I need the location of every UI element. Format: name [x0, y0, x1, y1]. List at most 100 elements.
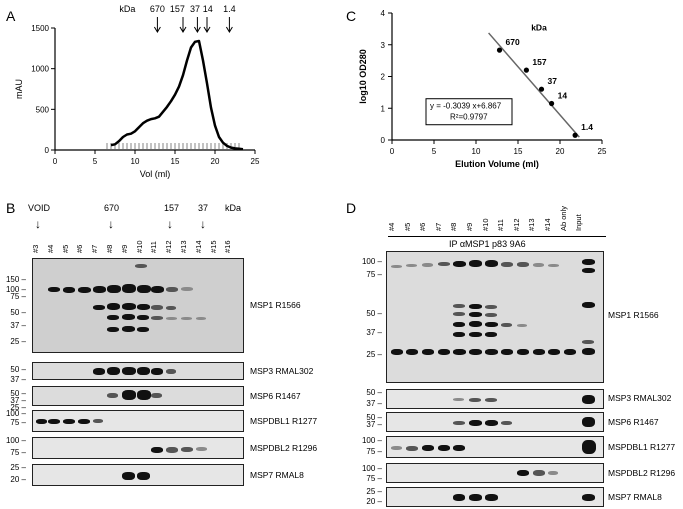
point-label: 157: [532, 57, 546, 67]
marker-arrow-37: ↓: [200, 217, 206, 231]
x-tick-label-c: 25: [598, 147, 607, 156]
ip-underline: [388, 236, 606, 237]
mw-marker: 75 –: [366, 447, 382, 456]
marker-label-670: 670: [104, 203, 120, 213]
blot-label-b-mspdbl2: MSPDBL2 R1296: [250, 443, 318, 453]
mw-marker: 50 –: [366, 309, 382, 318]
data-point: [538, 86, 545, 92]
blot-b-mspdbl2: [32, 437, 244, 459]
point-label: 670: [506, 37, 520, 47]
lane-label: #10: [134, 240, 144, 253]
chromatogram-chart: 0 5 10 15 20 25 0 500 1000 1500 Vol (ml) mAU kDa 670 1…: [14, 4, 260, 179]
mw-marker: 50 –: [10, 389, 26, 398]
mw-marker: 100 –: [361, 436, 382, 445]
lane-label: #15: [208, 240, 218, 253]
blot-label-b-msp3: MSP3 RMAL302: [250, 366, 314, 376]
lane-label: Ab only: [558, 205, 568, 231]
mw-marker: 37 –: [366, 399, 382, 408]
blot-d-msp7: [386, 487, 604, 507]
blot-d-mspdbl1: [386, 436, 604, 458]
mw-marker: 100 –: [5, 436, 26, 445]
equation-line-1: y = -0.3039 x+6.867: [430, 102, 502, 111]
mw-marker: 50 –: [10, 365, 26, 374]
mw-marker: 75 –: [10, 418, 26, 427]
kda-header-c: kDa: [531, 22, 547, 32]
y-tick-label-a: 1500: [31, 24, 49, 33]
point-label: 37: [548, 76, 558, 86]
y-tick-label-c: 2: [381, 73, 386, 82]
blot-d-msp3: [386, 389, 604, 409]
point-label: 14: [558, 90, 568, 100]
lane-label: #7: [90, 244, 100, 253]
blot-d-mspdbl2: [386, 463, 604, 483]
blot-b-msp7: [32, 464, 244, 486]
panel-letter-b: B: [6, 200, 16, 216]
lane-label: #9: [119, 244, 129, 253]
lane-label: #8: [105, 244, 114, 253]
x-axis-title-a: Vol (ml): [140, 169, 171, 179]
chromatogram-line: [110, 39, 244, 151]
kda-label-b: kDa: [225, 203, 242, 213]
lane-label: #11: [149, 241, 159, 253]
x-tick-label-c: 20: [556, 147, 565, 156]
mw-marker: 75 –: [10, 292, 26, 301]
equation-line-2: R²=0.9797: [450, 113, 488, 122]
x-tick-label-a: 20: [211, 157, 220, 166]
y-tick-label-a: 0: [45, 146, 50, 155]
lane-label: #5: [60, 244, 70, 253]
mw-marker: 150 –: [5, 275, 26, 284]
lane-label: #10: [480, 218, 490, 231]
blot-b-msp1: [32, 258, 244, 353]
mw-marker: 37 –: [10, 396, 26, 405]
lane-label: #4: [387, 222, 396, 231]
marker-label-a: 1.4: [223, 4, 236, 14]
lane-label: #14: [543, 218, 552, 231]
void-arrow: ↓: [35, 217, 41, 231]
lane-label: #6: [75, 244, 85, 253]
blot-label-b-msp1: MSP1 R1566: [250, 300, 301, 310]
blot-label-d-msp6: MSP6 R1467: [608, 417, 659, 427]
blot-label-d-msp7: MSP7 RMAL8: [608, 492, 662, 502]
marker-label-a: 37: [190, 4, 200, 14]
mw-marker: 50 –: [366, 413, 382, 422]
y-tick-label-c: 3: [381, 41, 386, 50]
lane-label: #3: [31, 244, 40, 253]
blot-label-d-msp3: MSP3 RMAL302: [608, 393, 672, 403]
mw-marker: 25 –: [10, 403, 26, 412]
mw-marker: 75 –: [366, 474, 382, 483]
x-tick-label-c: 10: [472, 147, 481, 156]
lane-label: Input: [574, 214, 584, 231]
marker-arrow-670: ↓: [108, 217, 114, 231]
mw-marker: 20 –: [10, 475, 26, 484]
x-tick-label-a: 10: [131, 157, 140, 166]
lane-label: #16: [223, 240, 233, 253]
lane-label: #11: [496, 219, 506, 231]
mw-marker: 50 –: [10, 308, 26, 317]
blot-label-b-mspdbl1: MSPDBL1 R1277: [250, 416, 318, 426]
equation-box: [425, 98, 513, 126]
data-point: [523, 67, 529, 73]
point-label: 1.4: [581, 122, 593, 132]
x-axis-title-c: Elution Volume (ml): [455, 159, 539, 169]
marker-label-157: 157: [164, 203, 180, 213]
mw-marker: 75 –: [10, 448, 26, 457]
calibration-chart: 0 5 10 15 20 25 0 1 2 3 4 Elution Volume (ml) log10 …: [358, 9, 607, 169]
x-tick-label-c: 15: [514, 147, 523, 156]
marker-arrow-head-a: [225, 26, 233, 33]
mw-marker: 100 –: [361, 257, 382, 266]
mw-marker: 37 –: [366, 420, 382, 429]
y-axis-title-a: mAU: [14, 79, 24, 99]
lane-label: #13: [527, 218, 537, 231]
lane-label: #12: [164, 240, 174, 253]
y-tick-label-c: 4: [381, 9, 386, 18]
mw-marker: 25 –: [366, 487, 382, 496]
blot-label-b-msp6: MSP6 R1467: [250, 391, 301, 401]
x-tick-label-a: 15: [171, 157, 180, 166]
blot-b-mspdbl1: [32, 410, 244, 432]
y-tick-label-a: 1000: [31, 65, 49, 74]
marker-label-37: 37: [198, 203, 209, 213]
data-point: [496, 47, 503, 53]
mw-marker: 25 –: [10, 337, 26, 346]
marker-arrow-head-a: [203, 26, 211, 33]
kda-header-a: kDa: [119, 4, 135, 14]
